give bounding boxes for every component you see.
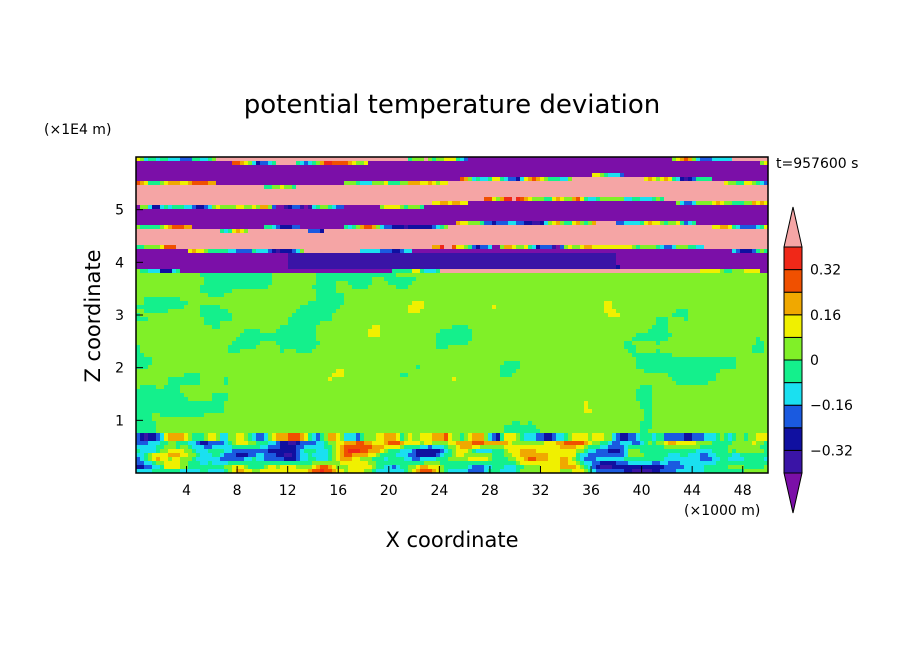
x-tick-label: 12 [279, 483, 297, 499]
x-unit-label: (×1000 m) [684, 503, 760, 519]
y-unit-label: (×1E4 m) [44, 122, 111, 138]
colorbar-segment [783, 246, 803, 271]
y-tick-label: 1 [115, 413, 124, 429]
x-tick-label: 44 [683, 483, 701, 499]
x-axis-label: X coordinate [385, 528, 518, 552]
colorbar-segment [783, 314, 803, 338]
heatmap-field [136, 157, 768, 473]
chart-title: potential temperature deviation [244, 90, 660, 120]
colorbar-segment [783, 449, 803, 474]
x-tick-label: 36 [582, 483, 600, 499]
colorbar-segment [783, 427, 803, 451]
colorbar-tick-label: 0 [810, 353, 819, 369]
colorbar-tick-label: 0.16 [810, 308, 841, 324]
x-tick-label: 28 [481, 483, 499, 499]
colorbar-segment [783, 404, 803, 429]
x-tick-label: 20 [380, 483, 398, 499]
colorbar-tick-label: −0.32 [810, 443, 853, 459]
colorbar-segment [783, 336, 803, 361]
colorbar-segment [783, 291, 803, 316]
x-tick-label: 16 [329, 483, 347, 499]
colorbar-tick-label: 0.32 [810, 263, 841, 279]
colorbar-segment [783, 269, 803, 293]
colorbar-max-extension [783, 206, 803, 248]
colorbar: 0.32 0.16 0 −0.16 −0.32 [783, 206, 853, 514]
y-tick-label: 5 [115, 203, 124, 219]
x-tick-label: 48 [734, 483, 752, 499]
x-tick-label: 32 [532, 483, 550, 499]
time-label: t=957600 s [776, 156, 858, 172]
x-tick-label: 24 [430, 483, 448, 499]
colorbar-tick-label: −0.16 [810, 398, 853, 414]
colorbar-segment [783, 359, 803, 384]
x-tick-label: 4 [182, 483, 191, 499]
x-tick-label: 8 [233, 483, 242, 499]
x-tick-label: 40 [633, 483, 651, 499]
x-axis: 4 8 12 16 20 24 28 32 36 40 44 48 [182, 466, 752, 499]
y-axis-label: Z coordinate [81, 249, 105, 382]
y-tick-label: 4 [115, 255, 124, 271]
y-tick-label: 2 [115, 361, 124, 377]
y-axis: 1 2 3 4 5 [115, 203, 143, 429]
colorbar-segment [783, 382, 803, 406]
y-tick-label: 3 [115, 308, 124, 324]
colorbar-min-extension [783, 472, 803, 514]
